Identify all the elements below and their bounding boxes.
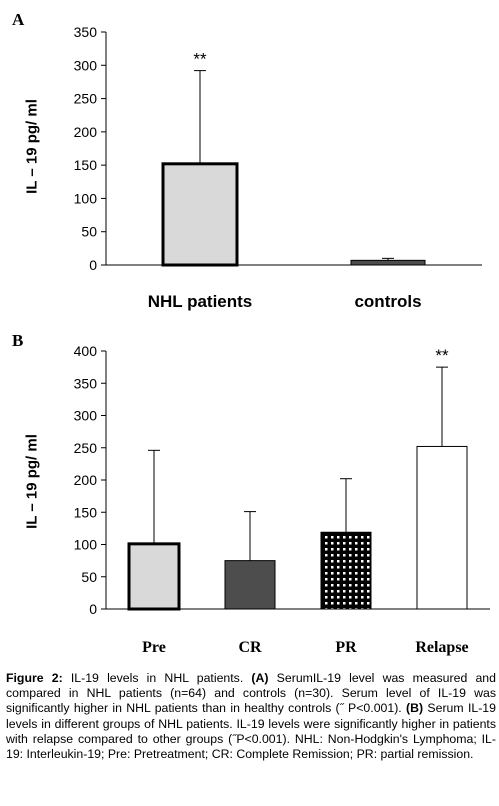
y-tick-label: 300: [74, 408, 98, 424]
bar-nhl-patients: [161, 162, 239, 267]
caption-b-text: Serum IL-19 levels in different groups o…: [6, 701, 496, 762]
y-tick-label: 0: [89, 257, 97, 273]
chart-panel-a: A IL – 19 pg/ ml 0 50 100 150 200 250 300 350 NH…: [0, 0, 499, 325]
y-tick-label: 50: [81, 224, 97, 240]
bar-pre: [127, 542, 181, 611]
x-tick-label: Relapse: [415, 639, 468, 656]
significance-annotation: **: [193, 50, 207, 69]
panel-letter-a: A: [12, 10, 25, 29]
x-tick-label: CR: [238, 639, 262, 656]
y-tick-label: 100: [74, 190, 98, 206]
figure-caption: Figure 2: IL-19 levels in NHL patients. …: [6, 671, 496, 762]
bar-relapse: [416, 445, 468, 610]
bar-pr: [320, 531, 372, 610]
bar-cr: [224, 560, 276, 610]
chart-panel-b: B IL – 19 pg/ ml 0 50 100 150 200 250 300 350 40…: [0, 325, 499, 665]
caption-a-text: SerumIL-19 level was measured and compar…: [6, 671, 496, 716]
significance-annotation: **: [435, 346, 449, 365]
caption-intro: IL-19 levels in NHL patients.: [62, 671, 252, 685]
y-tick-label: 50: [81, 569, 97, 585]
y-tick-label: 200: [74, 124, 98, 140]
y-tick-label: 300: [74, 57, 98, 73]
bar-chart-b: 0 50 100 150 200 250 300 350 400 Pre CR PR Relapse **: [74, 343, 490, 656]
caption-figure-label: Figure 2:: [6, 671, 63, 685]
x-tick-label: NHL patients: [148, 292, 253, 311]
y-tick-label: 0: [89, 601, 97, 617]
y-tick-label: 150: [74, 504, 98, 520]
y-tick-label: 250: [74, 440, 98, 456]
caption-b-label: (B): [406, 701, 424, 716]
x-tick-label: controls: [354, 292, 421, 311]
x-tick-label: PR: [335, 639, 357, 656]
y-tick-label: 350: [74, 375, 98, 391]
y-tick-label: 100: [74, 537, 98, 553]
x-tick-label: Pre: [142, 639, 166, 656]
bar-chart-a: 0 50 100 150 200 250 300 350 NHL patients ** contr…: [74, 24, 482, 311]
panel-letter-b: B: [12, 331, 24, 350]
caption-a-label: (A): [251, 671, 269, 685]
y-tick-label: 400: [74, 343, 98, 359]
bar-controls: [350, 259, 426, 266]
y-tick-label: 250: [74, 91, 98, 107]
y-tick-label: 200: [74, 472, 98, 488]
y-tick-label: 150: [74, 157, 98, 173]
y-tick-label: 350: [74, 24, 98, 40]
